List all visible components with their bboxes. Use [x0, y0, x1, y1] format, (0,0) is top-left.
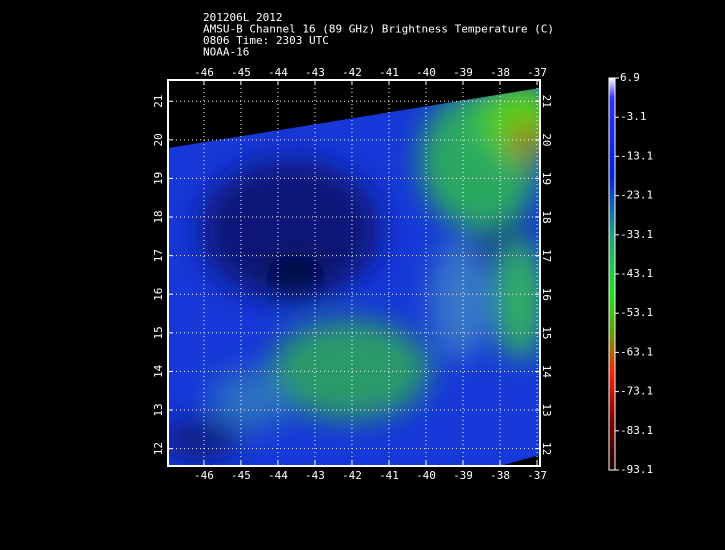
colorbar-label: -43.1 [620, 267, 653, 280]
lon-label-top: -37 [527, 66, 547, 79]
title-line: AMSU-B Channel 16 (89 GHz) Brightness Te… [203, 23, 554, 36]
colorbar-label: -73.1 [620, 385, 653, 398]
colorbar-label: -93.1 [620, 463, 653, 476]
lat-label-left: 20 [152, 133, 165, 146]
lon-label-top: -43 [305, 66, 325, 79]
lon-label-top: -39 [453, 66, 473, 79]
lon-label-bottom: -44 [268, 469, 288, 482]
colorbar-label: -33.1 [620, 228, 653, 241]
lon-label-bottom: -45 [231, 469, 251, 482]
lat-label-right: 18 [540, 210, 553, 223]
lon-label-top: -41 [379, 66, 399, 79]
colorbar-label: -63.1 [620, 345, 653, 358]
colorbar-label: -13.1 [620, 149, 653, 162]
colorbar-label: -83.1 [620, 424, 653, 437]
lon-label-bottom: -41 [379, 469, 399, 482]
lat-label-left: 12 [152, 442, 165, 455]
lon-label-top: -38 [490, 66, 510, 79]
lon-label-top: -40 [416, 66, 436, 79]
lon-label-top: -44 [268, 66, 288, 79]
lat-label-left: 15 [152, 326, 165, 339]
map-frame [167, 79, 541, 467]
lon-label-bottom: -43 [305, 469, 325, 482]
lon-label-bottom: -46 [194, 469, 214, 482]
lat-label-right: 15 [540, 326, 553, 339]
lat-label-left: 16 [152, 288, 165, 301]
lat-label-right: 13 [540, 403, 553, 416]
lon-label-bottom: -42 [342, 469, 362, 482]
lon-label-bottom: -40 [416, 469, 436, 482]
lat-label-left: 21 [152, 95, 165, 108]
lon-label-top: -45 [231, 66, 251, 79]
lat-label-left: 18 [152, 210, 165, 223]
lon-label-bottom: -38 [490, 469, 510, 482]
colorbar [608, 77, 616, 471]
lat-label-left: 13 [152, 403, 165, 416]
lat-label-right: 21 [540, 95, 553, 108]
lat-label-right: 19 [540, 172, 553, 185]
lat-label-left: 14 [152, 364, 165, 378]
title-line: NOAA-16 [203, 46, 249, 59]
colorbar-label: -53.1 [620, 306, 653, 319]
lat-label-left: 19 [152, 172, 165, 185]
colorbar-label: -23.1 [620, 189, 653, 202]
lon-label-bottom: -39 [453, 469, 473, 482]
title-line: 0806 Time: 2303 UTC [203, 34, 329, 47]
lat-label-right: 17 [540, 249, 553, 262]
lat-label-right: 20 [540, 133, 553, 146]
lat-label-right: 12 [540, 442, 553, 455]
lat-label-right: 16 [540, 288, 553, 301]
lon-label-top: -46 [194, 66, 214, 79]
lon-label-top: -42 [342, 66, 362, 79]
title-line: 201206L 2012 [203, 11, 282, 24]
colorbar-label: -3.1 [620, 110, 647, 123]
lon-label-bottom: -37 [527, 469, 547, 482]
colorbar-label: 6.9 [620, 71, 640, 84]
lat-label-right: 14 [540, 365, 553, 379]
lat-label-left: 17 [152, 249, 165, 262]
